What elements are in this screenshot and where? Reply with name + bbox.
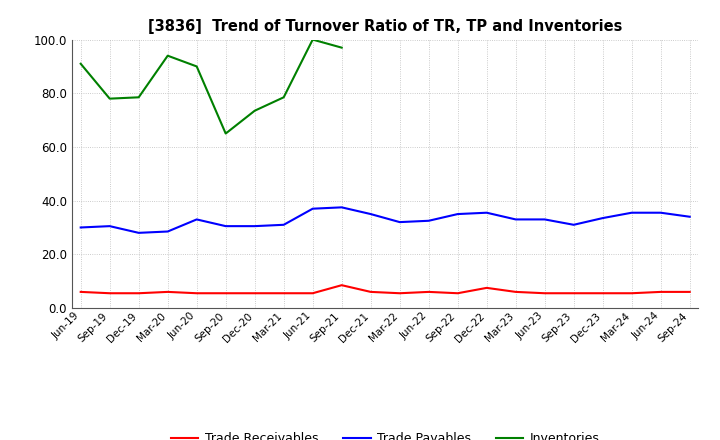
Inventories: [76, 61, 85, 66]
Trade Payables: [279, 222, 288, 227]
Trade Receivables: [338, 282, 346, 288]
Trade Receivables: [192, 290, 201, 296]
Trade Payables: [454, 211, 462, 216]
Trade Receivables: [541, 290, 549, 296]
Trade Payables: [541, 217, 549, 222]
Inventories: [279, 95, 288, 100]
Trade Payables: [338, 205, 346, 210]
Trade Receivables: [76, 289, 85, 294]
Trade Payables: [570, 222, 578, 227]
Title: [3836]  Trend of Turnover Ratio of TR, TP and Inventories: [3836] Trend of Turnover Ratio of TR, TP…: [148, 19, 622, 34]
Trade Receivables: [221, 290, 230, 296]
Trade Payables: [366, 211, 375, 216]
Trade Payables: [163, 229, 172, 234]
Trade Receivables: [454, 290, 462, 296]
Trade Receivables: [570, 290, 578, 296]
Inventories: [251, 108, 259, 114]
Trade Receivables: [366, 289, 375, 294]
Trade Receivables: [424, 289, 433, 294]
Line: Trade Receivables: Trade Receivables: [81, 285, 690, 293]
Legend: Trade Receivables, Trade Payables, Inventories: Trade Receivables, Trade Payables, Inven…: [166, 427, 605, 440]
Trade Payables: [424, 218, 433, 224]
Trade Receivables: [685, 289, 694, 294]
Trade Receivables: [308, 290, 317, 296]
Line: Trade Payables: Trade Payables: [81, 207, 690, 233]
Trade Receivables: [279, 290, 288, 296]
Trade Payables: [657, 210, 665, 215]
Trade Payables: [395, 220, 404, 225]
Inventories: [338, 45, 346, 50]
Inventories: [192, 64, 201, 69]
Trade Payables: [251, 224, 259, 229]
Trade Receivables: [135, 290, 143, 296]
Inventories: [163, 53, 172, 59]
Trade Payables: [511, 217, 520, 222]
Trade Receivables: [657, 289, 665, 294]
Inventories: [221, 131, 230, 136]
Trade Payables: [598, 216, 607, 221]
Trade Payables: [685, 214, 694, 220]
Trade Receivables: [627, 290, 636, 296]
Inventories: [105, 96, 114, 101]
Trade Receivables: [482, 285, 491, 290]
Line: Inventories: Inventories: [81, 40, 342, 134]
Trade Receivables: [598, 290, 607, 296]
Trade Receivables: [511, 289, 520, 294]
Trade Receivables: [163, 289, 172, 294]
Trade Payables: [76, 225, 85, 230]
Trade Receivables: [105, 290, 114, 296]
Trade Payables: [192, 217, 201, 222]
Trade Payables: [308, 206, 317, 211]
Inventories: [135, 95, 143, 100]
Inventories: [308, 37, 317, 42]
Trade Payables: [105, 224, 114, 229]
Trade Payables: [221, 224, 230, 229]
Trade Receivables: [251, 290, 259, 296]
Trade Payables: [627, 210, 636, 215]
Trade Receivables: [395, 290, 404, 296]
Trade Payables: [482, 210, 491, 215]
Trade Payables: [135, 230, 143, 235]
